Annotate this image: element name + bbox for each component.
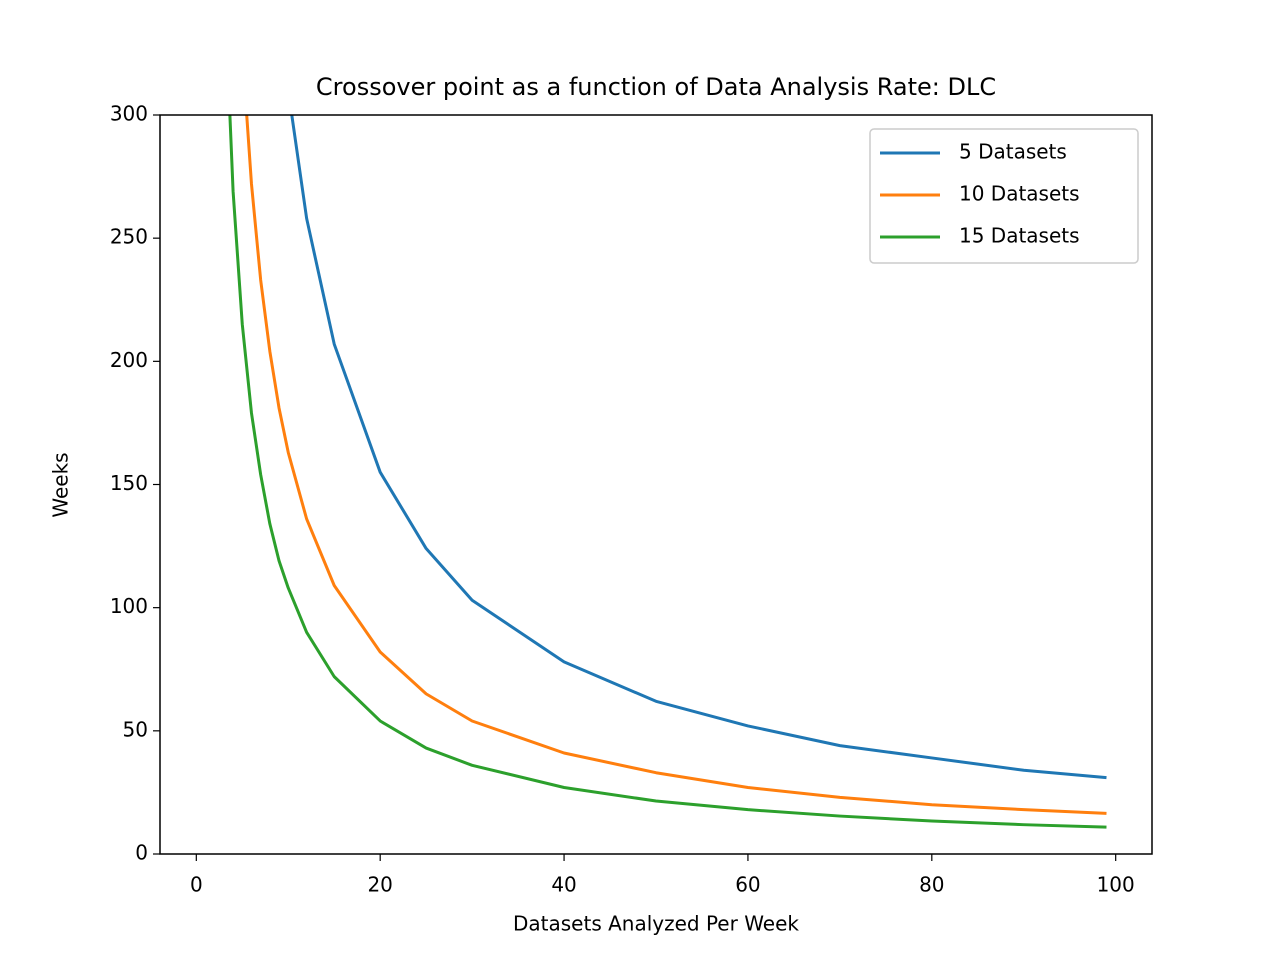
- x-tick-label: 80: [919, 873, 944, 897]
- x-tick-label: 0: [190, 873, 203, 897]
- x-axis-label: Datasets Analyzed Per Week: [513, 912, 799, 936]
- y-tick-label: 0: [135, 841, 148, 865]
- data-line: [245, 115, 1107, 815]
- plot-area: [228, 115, 1107, 829]
- y-tick-label: 50: [123, 717, 148, 741]
- data-line: [228, 115, 1107, 829]
- x-tick-label: 60: [735, 873, 760, 897]
- legend-label: 15 Datasets: [959, 224, 1080, 248]
- y-tick-label: 300: [110, 102, 148, 126]
- y-tick-label: 200: [110, 348, 148, 372]
- y-tick-label: 250: [110, 225, 148, 249]
- legend-box: [869, 128, 1139, 264]
- y-tick-label: 100: [110, 594, 148, 618]
- x-tick-label: 40: [551, 873, 576, 897]
- x-tick-label: 20: [367, 873, 392, 897]
- legend-label: 10 Datasets: [959, 182, 1080, 206]
- data-line: [290, 115, 1107, 780]
- legend-label: 5 Datasets: [959, 140, 1067, 164]
- chart-title: Crossover point as a function of Data An…: [316, 73, 996, 101]
- y-axis-label: Weeks: [49, 452, 73, 517]
- y-tick-label: 150: [110, 471, 148, 495]
- x-tick-label: 100: [1097, 873, 1135, 897]
